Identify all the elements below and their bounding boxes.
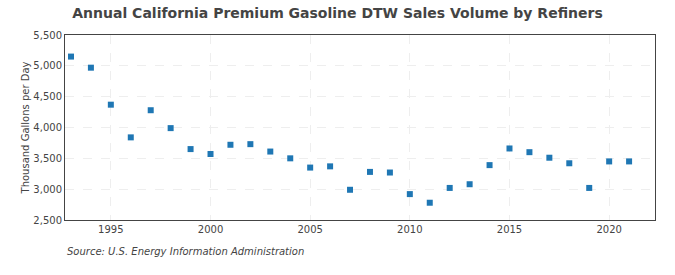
svg-text:4,000: 4,000 xyxy=(33,122,62,133)
svg-text:2000: 2000 xyxy=(198,224,223,235)
svg-text:Source: U.S. Energy Informatio: Source: U.S. Energy Information Administ… xyxy=(67,246,304,257)
svg-text:5,500: 5,500 xyxy=(33,30,62,41)
svg-text:2015: 2015 xyxy=(497,224,522,235)
svg-text:2010: 2010 xyxy=(397,224,422,235)
svg-text:Thousand Gallons per Day: Thousand Gallons per Day xyxy=(20,61,31,194)
svg-text:Annual California Premium Gaso: Annual California Premium Gasoline DTW S… xyxy=(72,5,602,21)
svg-text:2005: 2005 xyxy=(297,224,322,235)
svg-text:3,000: 3,000 xyxy=(33,184,62,195)
svg-text:1995: 1995 xyxy=(98,224,123,235)
svg-text:5,000: 5,000 xyxy=(33,60,62,71)
svg-text:2,500: 2,500 xyxy=(33,215,62,226)
svg-text:2020: 2020 xyxy=(596,224,621,235)
svg-text:4,500: 4,500 xyxy=(33,91,62,102)
svg-text:3,500: 3,500 xyxy=(33,153,62,164)
